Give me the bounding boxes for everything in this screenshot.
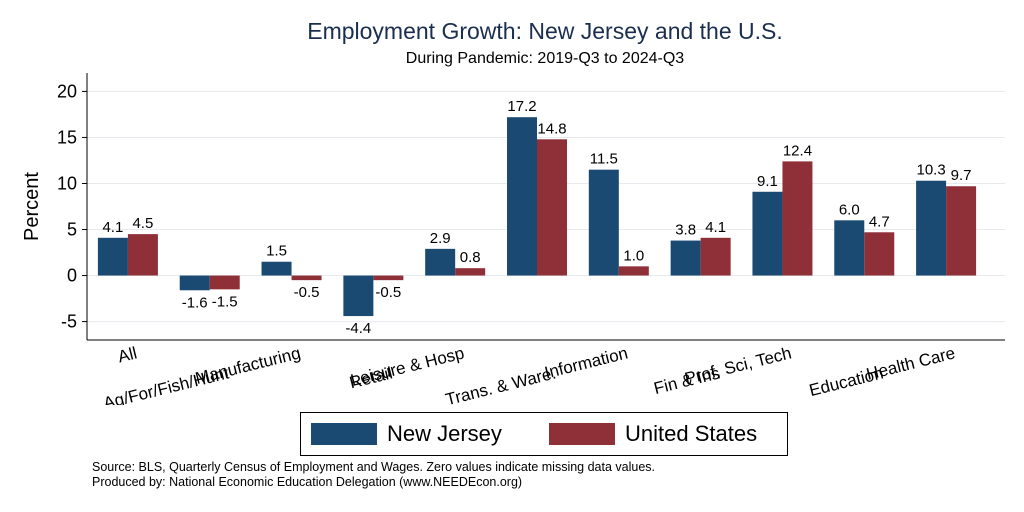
x-category-label: Prof, Sci, Tech bbox=[683, 343, 794, 388]
data-label: 12.4 bbox=[783, 142, 812, 159]
x-category-label: Trans. & Ware. bbox=[444, 363, 558, 405]
bar-united-states bbox=[537, 139, 567, 276]
bar-new-jersey bbox=[507, 117, 537, 276]
x-category-label: Manufacturing bbox=[193, 343, 302, 387]
bar-new-jersey bbox=[343, 275, 374, 317]
bar-united-states bbox=[864, 232, 895, 276]
chart-title: Employment Growth: New Jersey and the U.… bbox=[307, 18, 783, 44]
data-label: -0.5 bbox=[375, 284, 401, 301]
legend-item-united-states: United States bbox=[549, 421, 757, 447]
data-label: 3.8 bbox=[675, 222, 696, 239]
source-line: Source: BLS, Quarterly Census of Employm… bbox=[92, 460, 656, 474]
bar-united-states bbox=[373, 275, 404, 281]
bar-new-jersey bbox=[588, 169, 619, 276]
bar-new-jersey bbox=[916, 180, 947, 276]
y-axis-label: Percent bbox=[21, 172, 43, 241]
data-label: -1.5 bbox=[212, 293, 238, 310]
legend-swatch-new-jersey bbox=[311, 423, 377, 445]
bar-united-states bbox=[946, 186, 977, 276]
bar-new-jersey bbox=[670, 240, 701, 276]
x-category-label: Leisure & Hosp bbox=[349, 343, 466, 390]
y-tick-label: 0 bbox=[67, 266, 77, 286]
produced-by-line: Produced by: National Economic Education… bbox=[92, 475, 523, 489]
data-label: 4.1 bbox=[705, 219, 726, 236]
data-label: -1.6 bbox=[182, 294, 208, 311]
data-label: -0.5 bbox=[294, 284, 320, 301]
data-label: 4.5 bbox=[132, 215, 153, 232]
chart-subtitle: During Pandemic: 2019-Q3 to 2024-Q3 bbox=[405, 50, 685, 67]
source-note: Source: BLS, Quarterly Census of Employm… bbox=[92, 460, 655, 490]
bar-united-states bbox=[209, 275, 240, 290]
bar-chart: -5 0 5 10 15 20 Percent 4.1 -1.6 1.5 -4.4 2.9 17.2 11… bbox=[21, 73, 1005, 405]
bar-united-states bbox=[127, 234, 158, 276]
y-tick-label: 5 bbox=[67, 220, 77, 240]
bar-new-jersey bbox=[179, 275, 210, 291]
bar-united-states bbox=[618, 266, 649, 276]
data-label: 9.1 bbox=[757, 173, 778, 190]
data-label: 2.9 bbox=[430, 230, 451, 247]
data-label: 4.1 bbox=[102, 219, 123, 236]
x-category-label: Information bbox=[543, 343, 630, 382]
bar-united-states bbox=[700, 237, 731, 276]
bar-new-jersey bbox=[261, 261, 292, 276]
data-label: -4.4 bbox=[345, 320, 371, 337]
bar-new-jersey bbox=[752, 191, 783, 276]
bar-new-jersey bbox=[97, 237, 128, 276]
data-label: 17.2 bbox=[507, 98, 536, 115]
bar-united-states bbox=[782, 161, 813, 276]
y-tick-label: -5 bbox=[61, 312, 77, 332]
legend-label-new-jersey: New Jersey bbox=[387, 421, 502, 446]
x-category-label: Health Care bbox=[864, 343, 957, 383]
data-label: 1.0 bbox=[623, 247, 644, 264]
legend-label-united-states: United States bbox=[625, 421, 758, 446]
x-category-label: All bbox=[116, 343, 139, 366]
data-label: 4.7 bbox=[869, 213, 890, 230]
y-tick-label: 10 bbox=[57, 173, 77, 193]
data-label: 9.7 bbox=[951, 167, 972, 184]
legend-swatch-united-states bbox=[549, 423, 615, 445]
data-label: 6.0 bbox=[839, 201, 860, 218]
bar-united-states bbox=[455, 268, 486, 276]
legend: New Jersey United States bbox=[300, 412, 788, 456]
bar-new-jersey bbox=[425, 248, 456, 276]
y-tick-label: 15 bbox=[57, 127, 77, 147]
bar-new-jersey bbox=[834, 220, 865, 276]
bar-united-states bbox=[291, 275, 322, 281]
data-label: 14.8 bbox=[537, 120, 566, 137]
data-label: 10.3 bbox=[916, 162, 945, 179]
data-label: 0.8 bbox=[460, 249, 481, 266]
data-label: 1.5 bbox=[266, 243, 287, 260]
y-tick-label: 20 bbox=[57, 81, 77, 101]
legend-item-new-jersey: New Jersey bbox=[311, 421, 502, 447]
data-label: 11.5 bbox=[590, 151, 618, 168]
